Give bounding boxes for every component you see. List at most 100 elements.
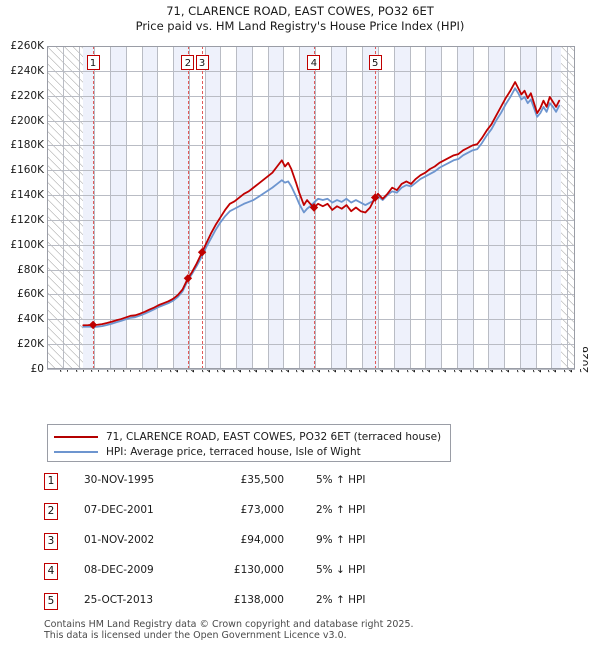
- year-band: [535, 46, 552, 369]
- grid-line-vertical: [441, 46, 443, 369]
- grid-line-horizontal: [47, 319, 575, 321]
- table-row[interactable]: 4 08-DEC-2009 £130,000 5% ↓ HPI: [44, 560, 464, 590]
- sale-date: 01-NOV-2002: [84, 534, 155, 546]
- y-axis-tick-label: £200K: [10, 114, 44, 127]
- event-marker-box[interactable]: 2: [181, 55, 195, 70]
- grid-line-vertical: [346, 46, 348, 369]
- chart-subtitle: Price paid vs. HM Land Registry's House …: [135, 19, 465, 33]
- year-band: [188, 46, 205, 369]
- row-index-badge: 5: [44, 593, 58, 610]
- grid-line-horizontal: [47, 269, 575, 271]
- y-axis-tick-label: £120K: [10, 213, 44, 226]
- event-marker-box[interactable]: 1: [86, 55, 100, 70]
- table-row[interactable]: 3 01-NOV-2002 £94,000 9% ↑ HPI: [44, 530, 464, 560]
- grid-line-horizontal: [47, 369, 575, 370]
- grid-line-horizontal: [47, 170, 575, 172]
- row-index-badge: 1: [44, 473, 58, 490]
- grid-line-vertical: [110, 46, 112, 369]
- grid-line-vertical: [472, 46, 474, 369]
- grid-line-vertical: [519, 46, 521, 369]
- year-band: [251, 46, 268, 369]
- year-band: [314, 46, 331, 369]
- year-band: [441, 46, 457, 369]
- sale-date: 07-DEC-2001: [84, 504, 154, 516]
- grid-line-vertical: [488, 46, 490, 369]
- sale-price: £138,000: [233, 594, 284, 606]
- year-band: [283, 46, 300, 369]
- event-marker-box[interactable]: 3: [195, 55, 209, 70]
- y-axis-tick-label: £80K: [17, 263, 44, 276]
- hpi-delta: 9% ↑ HPI: [316, 534, 366, 546]
- sale-price: £73,000: [240, 504, 284, 516]
- grid-line-vertical: [283, 46, 285, 369]
- sale-point-marker[interactable]: [183, 274, 193, 283]
- y-axis-tick-label: £140K: [10, 189, 44, 202]
- legend-swatch: [54, 435, 98, 438]
- table-row[interactable]: 2 07-DEC-2001 £73,000 2% ↑ HPI: [44, 500, 464, 530]
- table-row[interactable]: 5 25-OCT-2013 £138,000 2% ↑ HPI: [44, 590, 464, 620]
- year-band: [220, 46, 237, 369]
- grid-line-vertical: [188, 46, 190, 369]
- grid-line-vertical: [362, 46, 364, 369]
- grid-line-vertical: [78, 46, 80, 369]
- year-band: [94, 46, 111, 369]
- footer-line-2: This data is licensed under the Open Gov…: [44, 630, 347, 641]
- table-row[interactable]: 1 30-NOV-1995 £35,500 5% ↑ HPI: [44, 470, 464, 500]
- hpi-chart: [47, 46, 583, 370]
- legend-swatch: [54, 450, 98, 453]
- hpi-delta: 5% ↑ HPI: [316, 474, 366, 486]
- year-band: [472, 46, 489, 369]
- sale-date: 08-DEC-2009: [84, 564, 154, 576]
- grid-line-vertical: [567, 46, 569, 369]
- sale-point-marker[interactable]: [309, 203, 319, 212]
- event-line: [375, 46, 377, 369]
- sale-point-marker[interactable]: [197, 248, 207, 257]
- row-index-badge: 3: [44, 533, 58, 550]
- year-band: [125, 46, 142, 369]
- event-marker-box[interactable]: 5: [368, 55, 382, 70]
- hpi-delta: 2% ↑ HPI: [316, 594, 366, 606]
- y-axis-tick-label: £260K: [10, 40, 44, 52]
- y-axis-tick-label: £220K: [10, 89, 44, 102]
- y-axis-tick-label: £100K: [10, 238, 44, 251]
- grid-line-vertical: [456, 46, 458, 369]
- sale-date: 30-NOV-1995: [84, 474, 155, 486]
- grid-line-horizontal: [47, 195, 575, 197]
- grid-line-horizontal: [47, 70, 575, 72]
- event-line: [187, 46, 189, 369]
- grid-line-vertical: [551, 46, 553, 369]
- sale-price: £35,500: [240, 474, 284, 486]
- grid-line-horizontal: [47, 95, 575, 97]
- grid-line-vertical: [504, 46, 506, 369]
- legend-item: 71, CLARENCE ROAD, EAST COWES, PO32 6ET …: [54, 429, 444, 444]
- chart-title: 71, CLARENCE ROAD, EAST COWES, PO32 6ET: [166, 4, 434, 18]
- grid-line-vertical: [535, 46, 537, 369]
- page-title: 71, CLARENCE ROAD, EAST COWES, PO32 6ET …: [0, 4, 600, 34]
- year-band: [377, 46, 394, 369]
- row-index-badge: 4: [44, 563, 58, 580]
- grid-line-horizontal: [47, 294, 575, 296]
- y-axis-tick-label: £180K: [10, 139, 44, 152]
- grid-line-horizontal: [47, 145, 575, 147]
- y-axis-tick-label: £60K: [17, 288, 44, 301]
- sale-point-marker[interactable]: [370, 193, 380, 202]
- sale-point-marker[interactable]: [88, 320, 98, 330]
- legend-label: HPI: Average price, terraced house, Isle…: [106, 445, 361, 458]
- series-line: [82, 87, 561, 328]
- series-line: [82, 81, 561, 327]
- grid-line-vertical: [62, 46, 64, 369]
- grid-line-horizontal: [47, 244, 575, 246]
- event-marker-box[interactable]: 4: [307, 55, 321, 70]
- event-line: [93, 46, 95, 369]
- grid-line-vertical: [409, 46, 411, 369]
- year-band: [504, 46, 520, 369]
- grid-line-vertical: [204, 46, 206, 369]
- grid-line-horizontal: [47, 219, 575, 221]
- hpi-delta: 2% ↑ HPI: [316, 504, 366, 516]
- row-index-badge: 2: [44, 503, 58, 520]
- grid-line-vertical: [157, 46, 159, 369]
- grid-line-horizontal: [47, 120, 575, 122]
- grid-line-vertical: [393, 46, 395, 369]
- grid-line-vertical: [425, 46, 427, 369]
